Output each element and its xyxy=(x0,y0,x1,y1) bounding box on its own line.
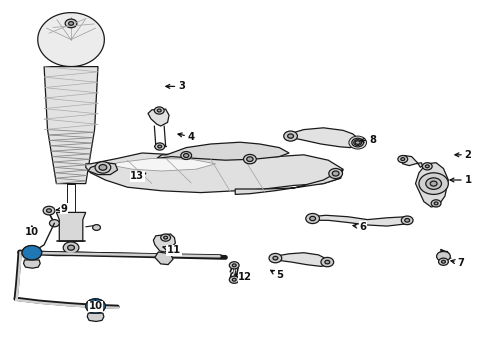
Circle shape xyxy=(157,109,161,112)
Circle shape xyxy=(229,262,239,269)
Circle shape xyxy=(434,202,438,205)
Circle shape xyxy=(354,140,362,145)
Polygon shape xyxy=(86,153,343,193)
Circle shape xyxy=(93,225,100,230)
Text: 2: 2 xyxy=(455,150,471,160)
Circle shape xyxy=(63,242,79,253)
Circle shape xyxy=(269,253,282,263)
Circle shape xyxy=(419,173,448,194)
Text: 1: 1 xyxy=(450,175,471,185)
Circle shape xyxy=(161,234,171,241)
Circle shape xyxy=(183,153,189,158)
Polygon shape xyxy=(56,212,86,241)
Text: 10: 10 xyxy=(89,300,102,311)
Circle shape xyxy=(422,163,432,170)
Circle shape xyxy=(355,141,360,144)
Text: 8: 8 xyxy=(361,135,376,145)
Circle shape xyxy=(405,219,410,222)
Circle shape xyxy=(284,131,297,141)
Circle shape xyxy=(244,154,256,164)
Polygon shape xyxy=(113,158,216,171)
Text: 5: 5 xyxy=(270,270,283,280)
Circle shape xyxy=(425,165,429,168)
Circle shape xyxy=(431,200,441,207)
Circle shape xyxy=(332,171,339,176)
Circle shape xyxy=(401,216,413,225)
Circle shape xyxy=(321,257,334,267)
Circle shape xyxy=(229,276,239,283)
Circle shape xyxy=(181,152,192,159)
Polygon shape xyxy=(401,156,422,167)
Text: 13: 13 xyxy=(130,171,146,181)
Circle shape xyxy=(247,157,253,161)
Circle shape xyxy=(437,251,450,261)
Circle shape xyxy=(22,246,42,260)
Circle shape xyxy=(306,213,319,224)
Circle shape xyxy=(426,178,441,189)
Polygon shape xyxy=(288,128,360,148)
Text: 7: 7 xyxy=(451,258,464,268)
Polygon shape xyxy=(416,163,448,207)
Polygon shape xyxy=(155,252,173,265)
Circle shape xyxy=(69,22,74,25)
Text: 6: 6 xyxy=(353,222,366,232)
Circle shape xyxy=(352,138,364,147)
Circle shape xyxy=(68,245,74,250)
Circle shape xyxy=(329,168,343,179)
Polygon shape xyxy=(153,234,175,252)
Polygon shape xyxy=(24,260,40,268)
Circle shape xyxy=(439,258,448,265)
Polygon shape xyxy=(44,67,98,184)
Polygon shape xyxy=(235,169,343,194)
Polygon shape xyxy=(148,109,169,126)
Circle shape xyxy=(154,107,164,114)
Text: 12: 12 xyxy=(235,272,252,282)
Polygon shape xyxy=(87,313,104,321)
Circle shape xyxy=(158,145,162,148)
Circle shape xyxy=(49,220,59,227)
Circle shape xyxy=(441,260,445,263)
Circle shape xyxy=(310,216,316,221)
Circle shape xyxy=(232,264,236,267)
Circle shape xyxy=(155,143,165,150)
Circle shape xyxy=(65,19,77,28)
Circle shape xyxy=(86,299,105,313)
Polygon shape xyxy=(311,215,409,226)
Polygon shape xyxy=(157,142,289,160)
Polygon shape xyxy=(88,163,118,175)
Text: 3: 3 xyxy=(166,81,185,91)
Circle shape xyxy=(288,134,294,138)
Circle shape xyxy=(22,246,42,260)
Circle shape xyxy=(349,136,367,149)
Circle shape xyxy=(325,260,330,264)
Circle shape xyxy=(164,236,168,239)
Circle shape xyxy=(99,165,107,170)
Circle shape xyxy=(86,299,105,313)
Circle shape xyxy=(398,156,408,163)
Polygon shape xyxy=(274,253,329,266)
Text: 10: 10 xyxy=(25,226,39,237)
Circle shape xyxy=(401,158,405,161)
Circle shape xyxy=(273,256,278,260)
Circle shape xyxy=(232,278,236,281)
Polygon shape xyxy=(38,13,104,67)
Text: 11: 11 xyxy=(163,245,181,255)
Circle shape xyxy=(47,209,51,212)
Circle shape xyxy=(43,206,55,215)
Text: 4: 4 xyxy=(178,132,195,142)
Circle shape xyxy=(430,181,437,186)
Circle shape xyxy=(95,162,111,173)
Text: 9: 9 xyxy=(57,204,67,214)
